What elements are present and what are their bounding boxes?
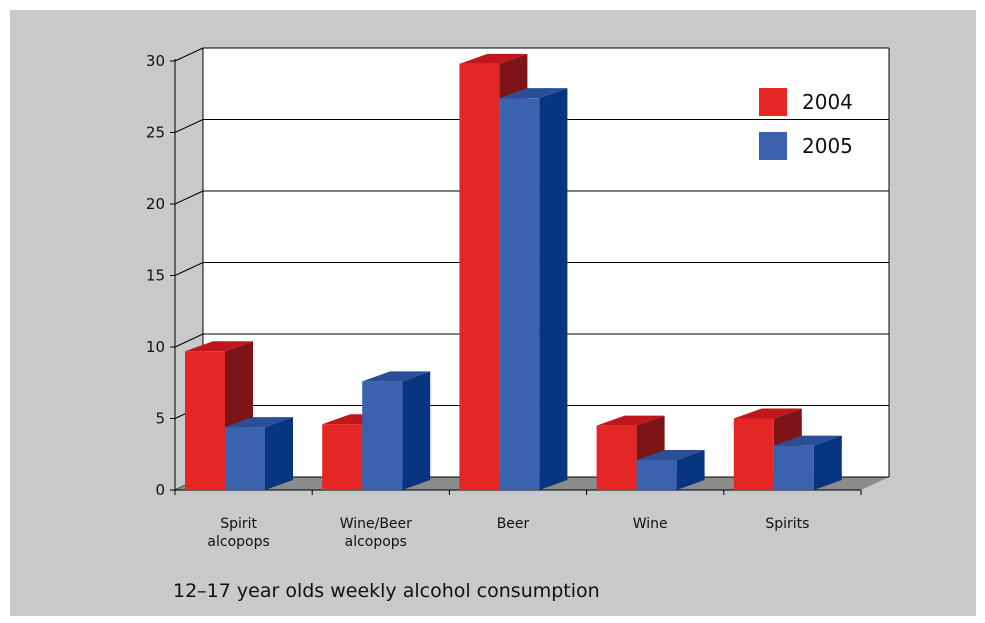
bar-top [596, 415, 665, 426]
bar-top [362, 371, 431, 382]
x-category-label: Beer [497, 516, 530, 532]
x-category-label: Spirit alcopops [207, 516, 269, 550]
bar-side [539, 88, 568, 491]
wall-gridline [174, 190, 204, 205]
legend: 2004 2005 [759, 88, 853, 160]
bar [225, 427, 265, 490]
bar [185, 351, 225, 490]
bar-top [459, 53, 528, 64]
y-tick-label: 20 [146, 195, 165, 213]
bar-side [402, 371, 431, 490]
bar-side [676, 449, 705, 490]
y-tick-label: 0 [155, 481, 165, 499]
bar-top [499, 88, 568, 99]
chart-panel: 0 5 10 15 20 25 30 Spirit alcopops Wine/Beer alcop… [10, 10, 976, 616]
bar-side [813, 435, 842, 490]
legend-swatch [759, 132, 787, 160]
tick-labels: 0 5 10 15 20 25 30 Spirit alcopops Wine/Beer alcop… [146, 52, 810, 550]
bar [322, 424, 363, 490]
bar-top [185, 341, 253, 352]
x-category-label: Wine/Beer alcopops [340, 516, 412, 550]
bar-top [773, 435, 842, 446]
legend-swatch [759, 88, 787, 116]
wall-gridline [174, 333, 204, 348]
y-tick-label: 5 [155, 410, 165, 428]
bar-side [265, 417, 293, 490]
bar [362, 381, 403, 490]
bar [773, 445, 814, 490]
bar-top [225, 417, 293, 428]
bar-top [636, 449, 705, 460]
chart-caption: 12–17 year olds weekly alcohol consumpti… [173, 580, 600, 602]
y-tick-label: 10 [146, 338, 165, 356]
legend-label: 2004 [802, 90, 853, 114]
y-tick-label: 30 [146, 52, 165, 70]
legend-label: 2005 [802, 134, 853, 158]
x-category-label: Spirits [765, 516, 809, 532]
bar-top [733, 408, 802, 419]
y-tick-label: 25 [146, 124, 165, 142]
bar [596, 425, 637, 490]
wall-gridline [174, 47, 204, 62]
wall-gridline [174, 262, 204, 276]
bar [499, 98, 540, 491]
bars [185, 53, 842, 491]
bar [733, 418, 774, 490]
wall-gridline [174, 119, 204, 133]
x-category-label: Wine [633, 516, 668, 532]
bar [459, 63, 500, 491]
y-tick-label: 15 [146, 267, 165, 285]
bar [636, 459, 677, 490]
bar-chart: 0 5 10 15 20 25 30 Spirit alcopops Wine/Beer alcop… [146, 47, 890, 602]
